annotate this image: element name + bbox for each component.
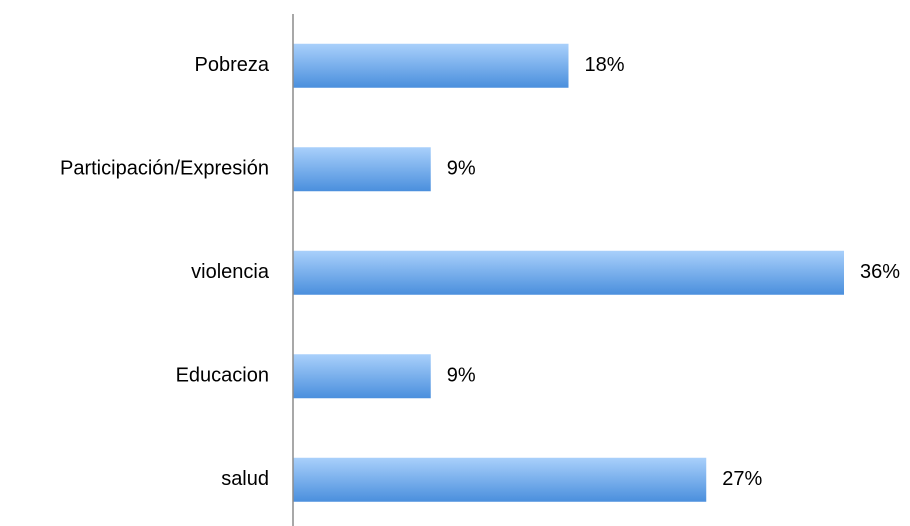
value-label-educacion: 9%: [447, 365, 476, 387]
category-label-violencia: violencia: [191, 261, 270, 283]
category-label-educacion: Educacion: [176, 365, 269, 387]
bar-participacion-expresion: [293, 147, 431, 192]
bar-pobreza: [293, 43, 569, 88]
value-label-salud: 27%: [722, 468, 762, 490]
category-label-participacion-expresion: Participación/Expresión: [60, 158, 269, 180]
category-label-pobreza: Pobreza: [195, 54, 270, 76]
bars-layer: [293, 43, 844, 502]
labels-layer: Pobreza 18% Participación/Expresión 9% viole…: [60, 54, 900, 490]
category-label-salud: salud: [221, 468, 269, 490]
bar-salud: [293, 457, 707, 502]
value-label-participacion-expresion: 9%: [447, 158, 476, 180]
value-label-violencia: 36%: [860, 261, 900, 283]
bar-violencia: [293, 250, 844, 295]
value-label-pobreza: 18%: [585, 54, 625, 76]
bar-educacion: [293, 354, 431, 399]
